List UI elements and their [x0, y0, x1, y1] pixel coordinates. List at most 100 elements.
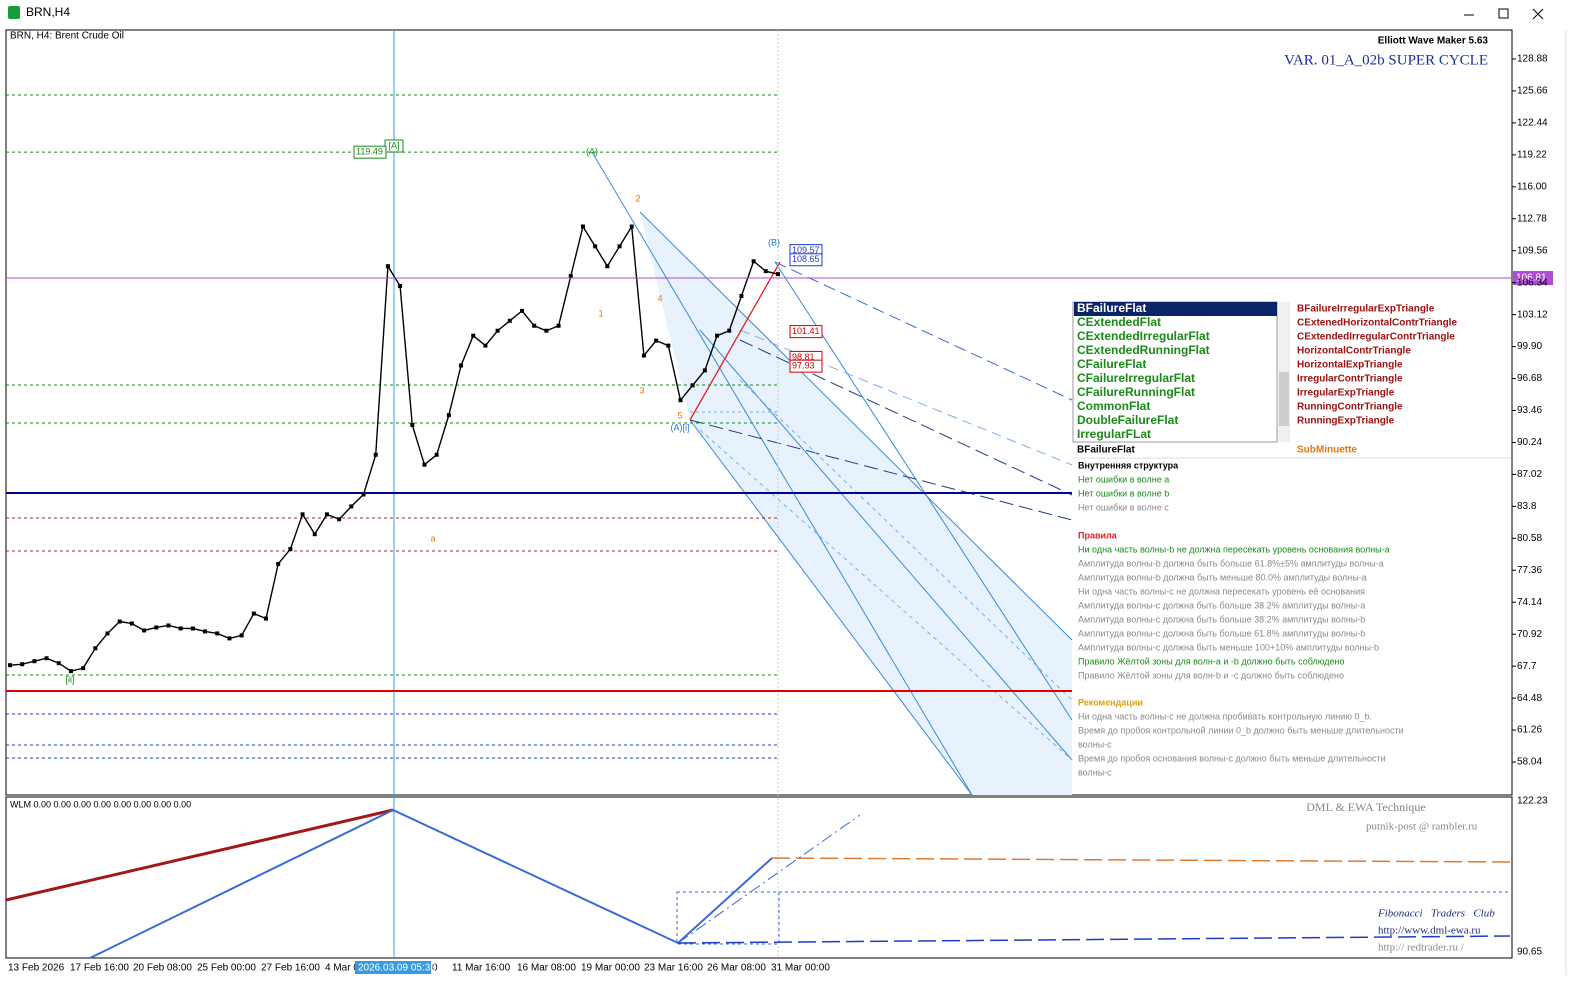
y-tick-label: 119.22: [1517, 149, 1547, 160]
pattern-item[interactable]: CFailureRunningFlat: [1077, 385, 1195, 399]
wave-label: 1: [598, 308, 603, 318]
pattern-item[interactable]: CExtendedIrregularContrTriangle: [1297, 332, 1455, 343]
candle: [629, 224, 634, 229]
price-tag-box: [789, 253, 823, 267]
y-tick-label: 96.68: [1517, 373, 1542, 384]
plot-layer: [6, 30, 1073, 958]
recommendation: волны-c: [1078, 767, 1112, 777]
pattern-item[interactable]: DoubleFailureFlat: [1077, 413, 1178, 427]
candle: [446, 413, 451, 418]
pattern-item[interactable]: BFailureIrregularExpTriangle: [1297, 304, 1435, 315]
pattern-item[interactable]: CFailureIrregularFlat: [1077, 371, 1195, 385]
pattern-item[interactable]: HorizontalExpTriangle: [1297, 360, 1403, 371]
candle: [300, 512, 305, 517]
window-title: BRN,H4: [26, 5, 70, 19]
wave-label: (A): [586, 146, 598, 156]
candle: [544, 328, 549, 333]
candle: [117, 619, 122, 624]
x-tick-label: 31 Mar 00:00: [771, 963, 830, 974]
candle: [154, 625, 159, 630]
wlm-label: WLM 0.00 0.00 0.00 0.00 0.00 0.00 0.00 0…: [10, 799, 191, 809]
pattern-item[interactable]: CFailureFlat: [1077, 357, 1146, 371]
candle: [361, 492, 366, 497]
rule-item: Ни одна часть волны-b не должна пересека…: [1078, 544, 1390, 554]
close-button[interactable]: [1532, 8, 1544, 20]
candle: [580, 224, 585, 229]
recommendation: Ни одна часть волны-c не должна пробиват…: [1078, 711, 1372, 721]
pattern-item[interactable]: CommonFlat: [1077, 399, 1150, 413]
pattern-item[interactable]: BFailureFlat: [1077, 301, 1146, 315]
candle: [532, 323, 537, 328]
variant-label: VAR. 01_A_02b SUPER CYCLE: [1284, 52, 1488, 68]
price-tag-box: [789, 359, 823, 373]
sub-y-tick-label: 122.23: [1517, 796, 1548, 807]
recommendation: Время до пробоя контрольной линии 0_b до…: [1078, 725, 1404, 735]
x-tick-label: 11 Mar 16:00: [452, 963, 511, 974]
x-tick-label: 16 Mar 08:00: [517, 963, 576, 974]
wlm-line: [677, 814, 861, 944]
sub-frame: [5, 796, 1513, 959]
pattern-item[interactable]: HorizontalContrTriangle: [1297, 346, 1411, 357]
candle: [312, 532, 317, 537]
pattern-item[interactable]: CExtenedHorizontalContrTriangle: [1297, 318, 1457, 329]
credit-link[interactable]: http://www.dml-ewa.ru: [1378, 925, 1481, 937]
candle: [727, 328, 732, 333]
y-tick-label: 103.12: [1517, 309, 1548, 320]
credit-text: putnik-post @ rambler.ru: [1366, 821, 1478, 833]
y-tick-label: 128.88: [1517, 54, 1548, 65]
pattern-item[interactable]: IrregularExpTriangle: [1297, 388, 1395, 399]
y-tick-label: 112.78: [1517, 213, 1547, 224]
maximize-button[interactable]: [1498, 8, 1509, 19]
rule-item: Ни одна часть волны-c не должна пересека…: [1078, 586, 1365, 596]
cursor-time-box: [355, 961, 431, 974]
y-tick-label: 77.36: [1517, 565, 1542, 576]
wlm-box: [676, 891, 780, 945]
selected-pattern: BFailureFlat: [1077, 445, 1135, 456]
price-tag: 119.49: [356, 147, 383, 157]
y-tick-label: 99.90: [1517, 341, 1542, 352]
x-tick-label: 0: [432, 963, 438, 974]
pattern-item[interactable]: IrregularFLat: [1077, 427, 1151, 441]
candle: [349, 504, 354, 509]
y-tick-label: 87.02: [1517, 469, 1542, 480]
candle: [8, 663, 12, 668]
candle: [68, 669, 73, 674]
candle: [251, 611, 256, 616]
list-scroll-thumb[interactable]: [1279, 372, 1289, 426]
pattern-item[interactable]: IrregularContrTriangle: [1297, 374, 1403, 385]
rule-item: Амплитуда волны-b должна быть больше 61.…: [1078, 558, 1384, 568]
pattern-item[interactable]: CExtendedFlat: [1077, 315, 1161, 329]
candle: [617, 244, 622, 249]
pattern-item[interactable]: CExtendedIrregularFlat: [1077, 329, 1210, 343]
candle: [276, 561, 281, 566]
x-tick-label: 25 Feb 00:00: [197, 963, 256, 974]
candle: [410, 423, 415, 428]
credit-link[interactable]: http:// redtrader.ru /: [1378, 942, 1465, 954]
rule-item: Амплитуда волны-c должна быть больше 38.…: [1078, 600, 1365, 610]
candle: [337, 517, 342, 522]
wlm-line: [5, 808, 394, 902]
y-tick-label: 90.24: [1517, 437, 1542, 448]
pattern-item[interactable]: RunningExpTriangle: [1297, 416, 1395, 427]
rule-item: Амплитуда волны-c должна быть больше 61.…: [1078, 628, 1365, 638]
candle: [641, 353, 646, 358]
price-tag: 97.93: [792, 361, 815, 371]
candle: [715, 333, 720, 338]
credit-text: Fibonacci Traders Club: [1377, 908, 1495, 920]
candle: [495, 328, 500, 333]
selected-row: [1074, 302, 1277, 316]
projection-line: [689, 419, 1073, 521]
pattern-item[interactable]: RunningContrTriangle: [1297, 402, 1403, 413]
y-tick-label: 109.56: [1517, 245, 1548, 256]
current-price-box: [1513, 271, 1553, 286]
wave-degree: SubMinuette: [1297, 445, 1357, 456]
candle: [105, 631, 110, 636]
section-title: Правила: [1078, 530, 1118, 540]
candle: [507, 318, 512, 323]
candle: [556, 323, 561, 328]
candle: [44, 656, 49, 661]
y-tick-label: 122.44: [1517, 118, 1548, 129]
candle: [678, 398, 683, 403]
pattern-item[interactable]: CExtendedRunningFlat: [1077, 343, 1210, 357]
